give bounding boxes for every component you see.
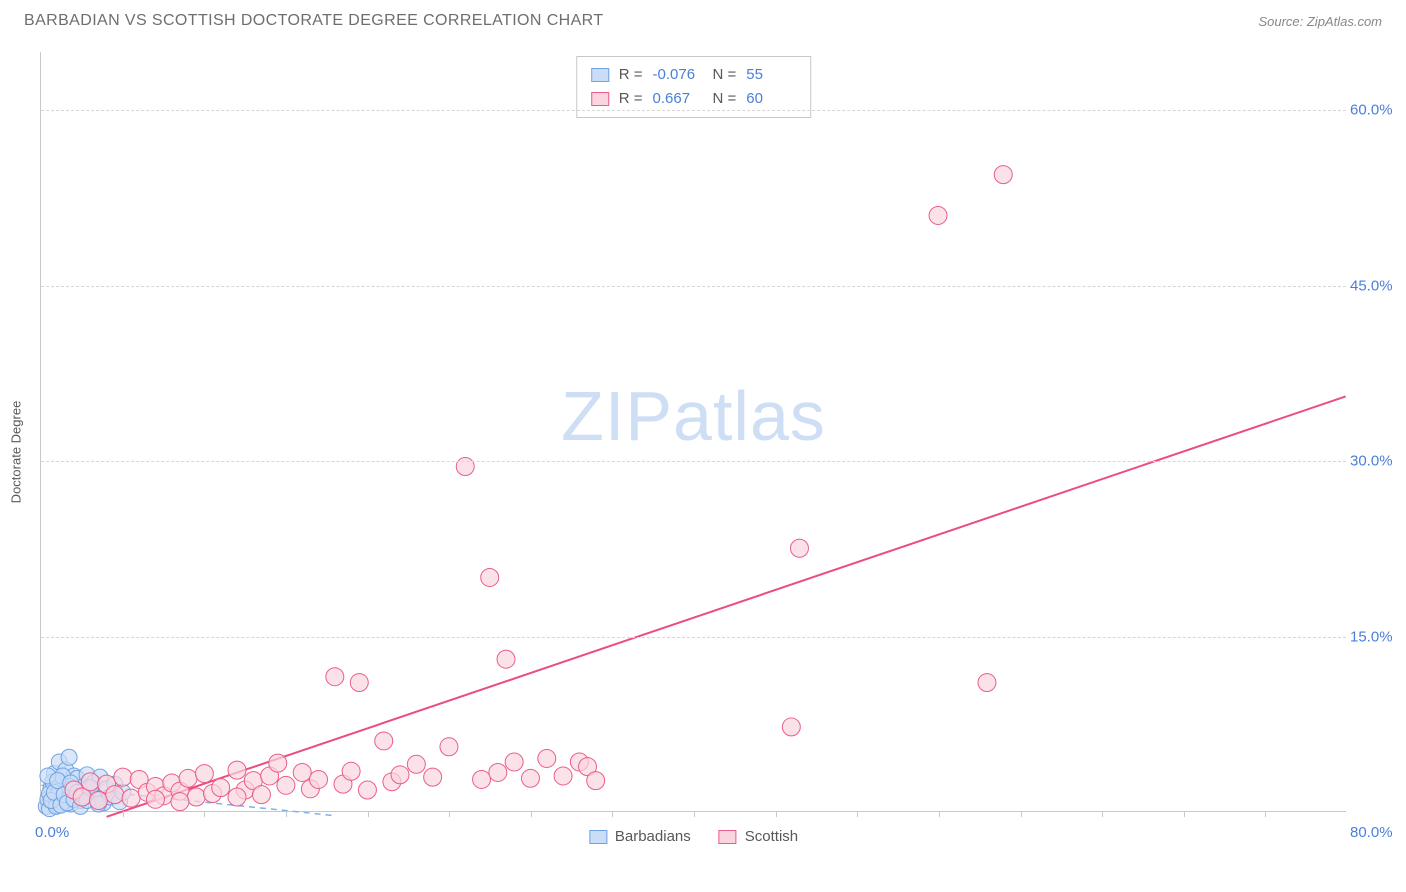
data-point xyxy=(228,761,246,779)
x-tick xyxy=(776,811,777,817)
r-label: R = xyxy=(619,87,643,111)
stats-row: R = 0.667 N = 60 xyxy=(591,87,797,111)
plot-area: ZIPatlas R =-0.076N =55R =0.667N =60 0.0… xyxy=(40,52,1346,812)
bottom-legend: Barbadians Scottish xyxy=(589,828,798,845)
data-point xyxy=(440,738,458,756)
data-point xyxy=(391,766,409,784)
x-tick xyxy=(531,811,532,817)
data-point xyxy=(521,769,539,787)
legend-swatch xyxy=(589,830,607,844)
data-point xyxy=(424,768,442,786)
data-point xyxy=(171,793,189,811)
data-point xyxy=(81,773,99,791)
plot-container: Doctorate Degree ZIPatlas R =-0.076N =55… xyxy=(40,52,1382,852)
data-point xyxy=(342,762,360,780)
trend-line xyxy=(107,396,1346,816)
data-point xyxy=(497,650,515,668)
data-point xyxy=(252,786,270,804)
n-label: N = xyxy=(713,63,737,87)
r-value: 0.667 xyxy=(653,87,703,111)
y-tick-label: 15.0% xyxy=(1350,628,1406,645)
n-value: 55 xyxy=(746,63,796,87)
data-point xyxy=(114,768,132,786)
scatter-svg xyxy=(41,52,1346,811)
data-point xyxy=(978,674,996,692)
r-label: R = xyxy=(619,63,643,87)
x-tick xyxy=(1021,811,1022,817)
data-point xyxy=(375,732,393,750)
n-value: 60 xyxy=(746,87,796,111)
data-point xyxy=(782,718,800,736)
data-point xyxy=(89,792,107,810)
chart-title: BARBADIAN VS SCOTTISH DOCTORATE DEGREE C… xyxy=(24,12,604,30)
data-point xyxy=(358,781,376,799)
y-tick-label: 45.0% xyxy=(1350,277,1406,294)
data-point xyxy=(212,779,230,797)
x-tick xyxy=(857,811,858,817)
x-tick xyxy=(123,811,124,817)
legend-swatch xyxy=(591,68,609,82)
stats-row: R = -0.076 N = 55 xyxy=(591,63,797,87)
data-point xyxy=(195,765,213,783)
data-point xyxy=(277,776,295,794)
x-tick xyxy=(286,811,287,817)
x-tick xyxy=(612,811,613,817)
y-tick-label: 60.0% xyxy=(1350,102,1406,119)
x-tick xyxy=(694,811,695,817)
x-tick xyxy=(368,811,369,817)
data-point xyxy=(106,786,124,804)
legend-swatch xyxy=(719,830,737,844)
x-axis-origin-label: 0.0% xyxy=(35,824,69,841)
data-point xyxy=(587,772,605,790)
data-point xyxy=(481,568,499,586)
x-tick xyxy=(1184,811,1185,817)
data-point xyxy=(61,749,77,765)
gridline xyxy=(41,110,1346,111)
x-tick xyxy=(204,811,205,817)
data-point xyxy=(554,767,572,785)
data-point xyxy=(350,674,368,692)
data-point xyxy=(505,753,523,771)
data-point xyxy=(538,749,556,767)
data-point xyxy=(407,755,425,773)
y-tick-label: 30.0% xyxy=(1350,453,1406,470)
gridline xyxy=(41,461,1346,462)
data-point xyxy=(187,788,205,806)
data-point xyxy=(179,769,197,787)
legend-item: Scottish xyxy=(719,828,798,845)
legend-label: Barbadians xyxy=(615,828,691,845)
gridline xyxy=(41,637,1346,638)
r-value: -0.076 xyxy=(653,63,703,87)
x-tick xyxy=(1102,811,1103,817)
x-axis-max-label: 80.0% xyxy=(1350,824,1406,841)
data-point xyxy=(293,763,311,781)
data-point xyxy=(122,789,140,807)
data-point xyxy=(228,788,246,806)
data-point xyxy=(269,754,287,772)
y-axis-label: Doctorate Degree xyxy=(9,401,24,504)
legend-item: Barbadians xyxy=(589,828,691,845)
data-point xyxy=(489,763,507,781)
x-tick xyxy=(1265,811,1266,817)
n-label: N = xyxy=(713,87,737,111)
x-tick xyxy=(939,811,940,817)
data-point xyxy=(994,166,1012,184)
legend-label: Scottish xyxy=(745,828,798,845)
legend-swatch xyxy=(591,92,609,106)
data-point xyxy=(473,770,491,788)
x-tick xyxy=(449,811,450,817)
data-point xyxy=(929,206,947,224)
chart-header: BARBADIAN VS SCOTTISH DOCTORATE DEGREE C… xyxy=(0,0,1406,36)
gridline xyxy=(41,286,1346,287)
data-point xyxy=(310,770,328,788)
data-point xyxy=(326,668,344,686)
data-point xyxy=(146,790,164,808)
stats-legend-box: R = -0.076 N = 55 R = 0.667 N = 60 xyxy=(576,56,812,118)
source-attribution: Source: ZipAtlas.com xyxy=(1258,14,1382,29)
data-point xyxy=(790,539,808,557)
